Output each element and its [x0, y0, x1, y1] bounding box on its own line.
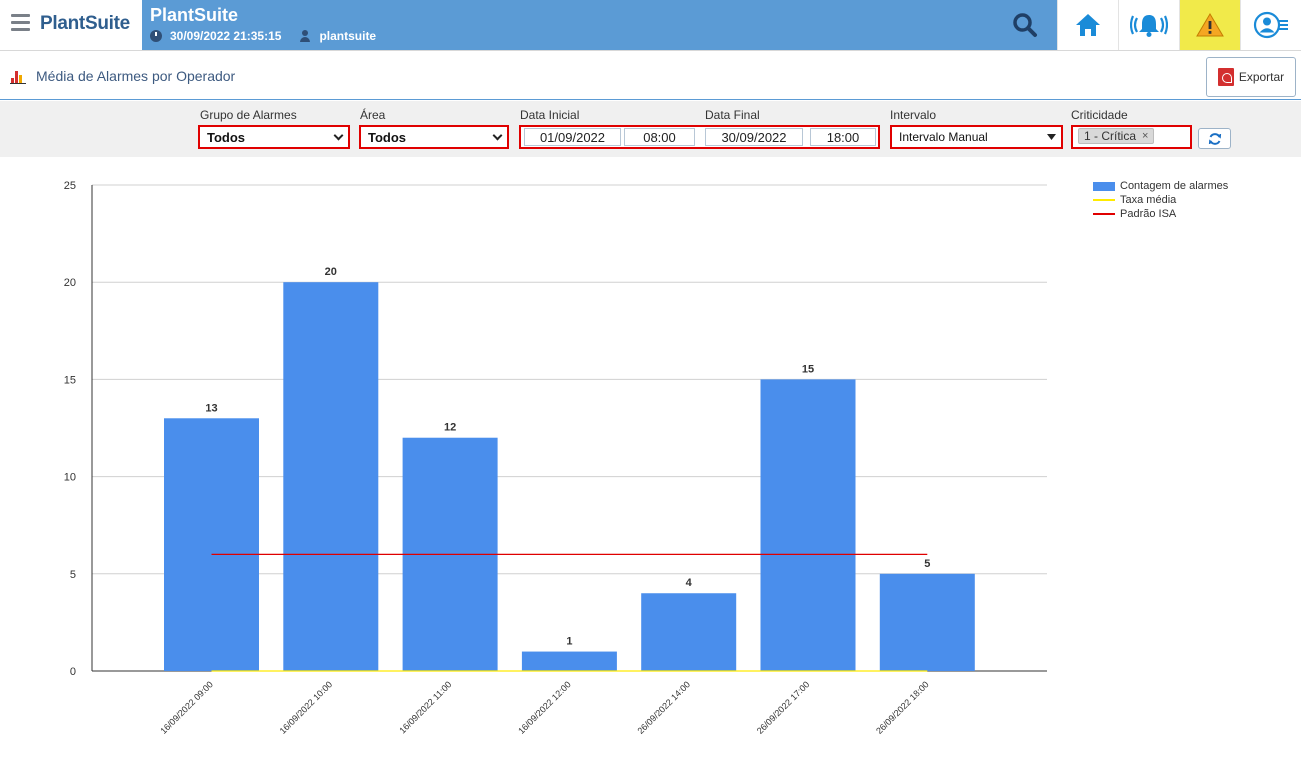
warning-triangle-icon	[1196, 13, 1224, 37]
interval-select[interactable]: Intervalo Manual	[890, 125, 1063, 149]
date-range-group: 01/09/2022 08:00 30/09/2022 18:00	[519, 125, 880, 149]
interval-value: Intervalo Manual	[899, 130, 988, 144]
criticality-multiselect[interactable]: 1 - Crítica ×	[1071, 125, 1192, 149]
bar-value-label: 20	[325, 266, 337, 278]
hamburger-menu-icon[interactable]	[11, 14, 30, 32]
bar-value-label: 12	[444, 422, 456, 434]
app-title: PlantSuite	[150, 5, 239, 25]
area-label: Área	[360, 108, 386, 122]
bar[interactable]	[521, 651, 617, 671]
x-tick-label: 26/09/2022 14:00	[635, 679, 692, 736]
user-icon	[299, 30, 311, 42]
refresh-icon	[1208, 132, 1221, 145]
top-header: PlantSuite PlantSuite 30/09/2022 21:35:1…	[0, 0, 1301, 50]
bar[interactable]	[641, 593, 737, 671]
chevron-down-icon	[333, 130, 344, 141]
clock-icon	[150, 30, 162, 42]
brand-area: PlantSuite	[0, 0, 142, 50]
legend-line	[1093, 199, 1115, 201]
chip-remove-icon[interactable]: ×	[1142, 130, 1149, 142]
bar-value-label: 4	[686, 577, 693, 589]
criticality-chip-label: 1 - Crítica	[1084, 129, 1137, 143]
x-tick-label: 26/09/2022 17:00	[755, 679, 812, 736]
end-time-input[interactable]: 18:00	[810, 128, 876, 146]
header-username: plantsuite	[319, 29, 377, 43]
bar-value-label: 1	[566, 636, 572, 648]
legend-item-count[interactable]: Contagem de alarmes	[1093, 179, 1228, 193]
bar-value-label: 13	[205, 402, 217, 414]
area-value: Todos	[368, 129, 407, 145]
bar-chart-icon	[10, 71, 26, 84]
alarm-group-value: Todos	[207, 129, 246, 145]
interval-label: Intervalo	[890, 108, 937, 122]
bar-value-label: 15	[802, 363, 814, 375]
legend-item-average[interactable]: Taxa média	[1093, 193, 1228, 207]
x-tick-label: 16/09/2022 10:00	[278, 679, 335, 736]
home-button[interactable]	[1057, 0, 1118, 50]
legend-item-isa[interactable]: Padrão ISA	[1093, 207, 1228, 221]
bar[interactable]	[760, 379, 856, 671]
page-title-bar: Média de Alarmes por Operador Exportar	[0, 50, 1301, 100]
criticality-label: Criticidade	[1071, 108, 1128, 122]
user-profile-button[interactable]	[1240, 0, 1301, 50]
criticality-chip: 1 - Crítica ×	[1078, 128, 1155, 144]
legend-swatch	[1093, 181, 1115, 191]
start-time-input[interactable]: 08:00	[624, 128, 695, 146]
header-band: PlantSuite 30/09/2022 21:35:15 plantsuit…	[142, 0, 1057, 50]
refresh-button[interactable]	[1198, 128, 1231, 149]
home-icon	[1076, 14, 1100, 36]
filter-bar: Grupo de Alarmes Todos Área Todos Data I…	[0, 101, 1301, 157]
search-icon[interactable]	[1012, 12, 1038, 38]
x-tick-label: 16/09/2022 12:00	[516, 679, 573, 736]
header-datetime: 30/09/2022 21:35:15	[170, 29, 282, 43]
page-title: Média de Alarmes por Operador	[36, 68, 236, 84]
legend-line	[1093, 213, 1115, 215]
user-profile-icon	[1253, 11, 1288, 39]
bar-value-label: 5	[924, 558, 930, 570]
alarm-group-select[interactable]: Todos	[198, 125, 350, 149]
export-button[interactable]: Exportar	[1206, 57, 1296, 97]
chart-legend: Contagem de alarmes Taxa média Padrão IS…	[1093, 179, 1228, 221]
export-label: Exportar	[1238, 70, 1285, 84]
bell-ringing-icon	[1130, 15, 1168, 37]
x-tick-label: 26/09/2022 18:00	[874, 679, 931, 736]
x-tick-label: 16/09/2022 11:00	[397, 679, 453, 735]
chevron-down-icon	[492, 130, 503, 141]
y-tick-label: 0	[70, 666, 76, 678]
x-tick-label: 16/09/2022 09:00	[158, 679, 215, 736]
area-select[interactable]: Todos	[359, 125, 509, 149]
legend-label: Padrão ISA	[1120, 208, 1177, 220]
y-tick-label: 20	[64, 277, 76, 289]
bar[interactable]	[879, 573, 975, 671]
y-tick-label: 15	[64, 374, 76, 386]
alarms-button[interactable]	[1118, 0, 1179, 50]
header-meta: 30/09/2022 21:35:15 plantsuite	[150, 29, 376, 43]
legend-label: Contagem de alarmes	[1120, 180, 1229, 192]
bar[interactable]	[283, 282, 379, 671]
caret-down-icon	[1047, 134, 1056, 140]
end-date-label: Data Final	[705, 108, 760, 122]
start-date-label: Data Inicial	[520, 108, 580, 122]
y-tick-label: 25	[64, 180, 76, 192]
y-tick-label: 5	[70, 569, 76, 581]
brand-logo[interactable]: PlantSuite	[40, 13, 130, 34]
alarm-average-chart: 0 5 10 15 20 25 13 16/09/2022 09:00 20 16/09/2022…	[0, 157, 1301, 758]
legend-label: Taxa média	[1120, 194, 1177, 206]
warnings-button[interactable]	[1179, 0, 1240, 50]
bar[interactable]	[164, 418, 259, 671]
start-date-input[interactable]: 01/09/2022	[524, 128, 621, 146]
end-date-input[interactable]: 30/09/2022	[705, 128, 803, 146]
y-tick-label: 10	[64, 472, 76, 484]
alarm-group-label: Grupo de Alarmes	[200, 108, 297, 122]
pdf-icon	[1217, 68, 1234, 86]
